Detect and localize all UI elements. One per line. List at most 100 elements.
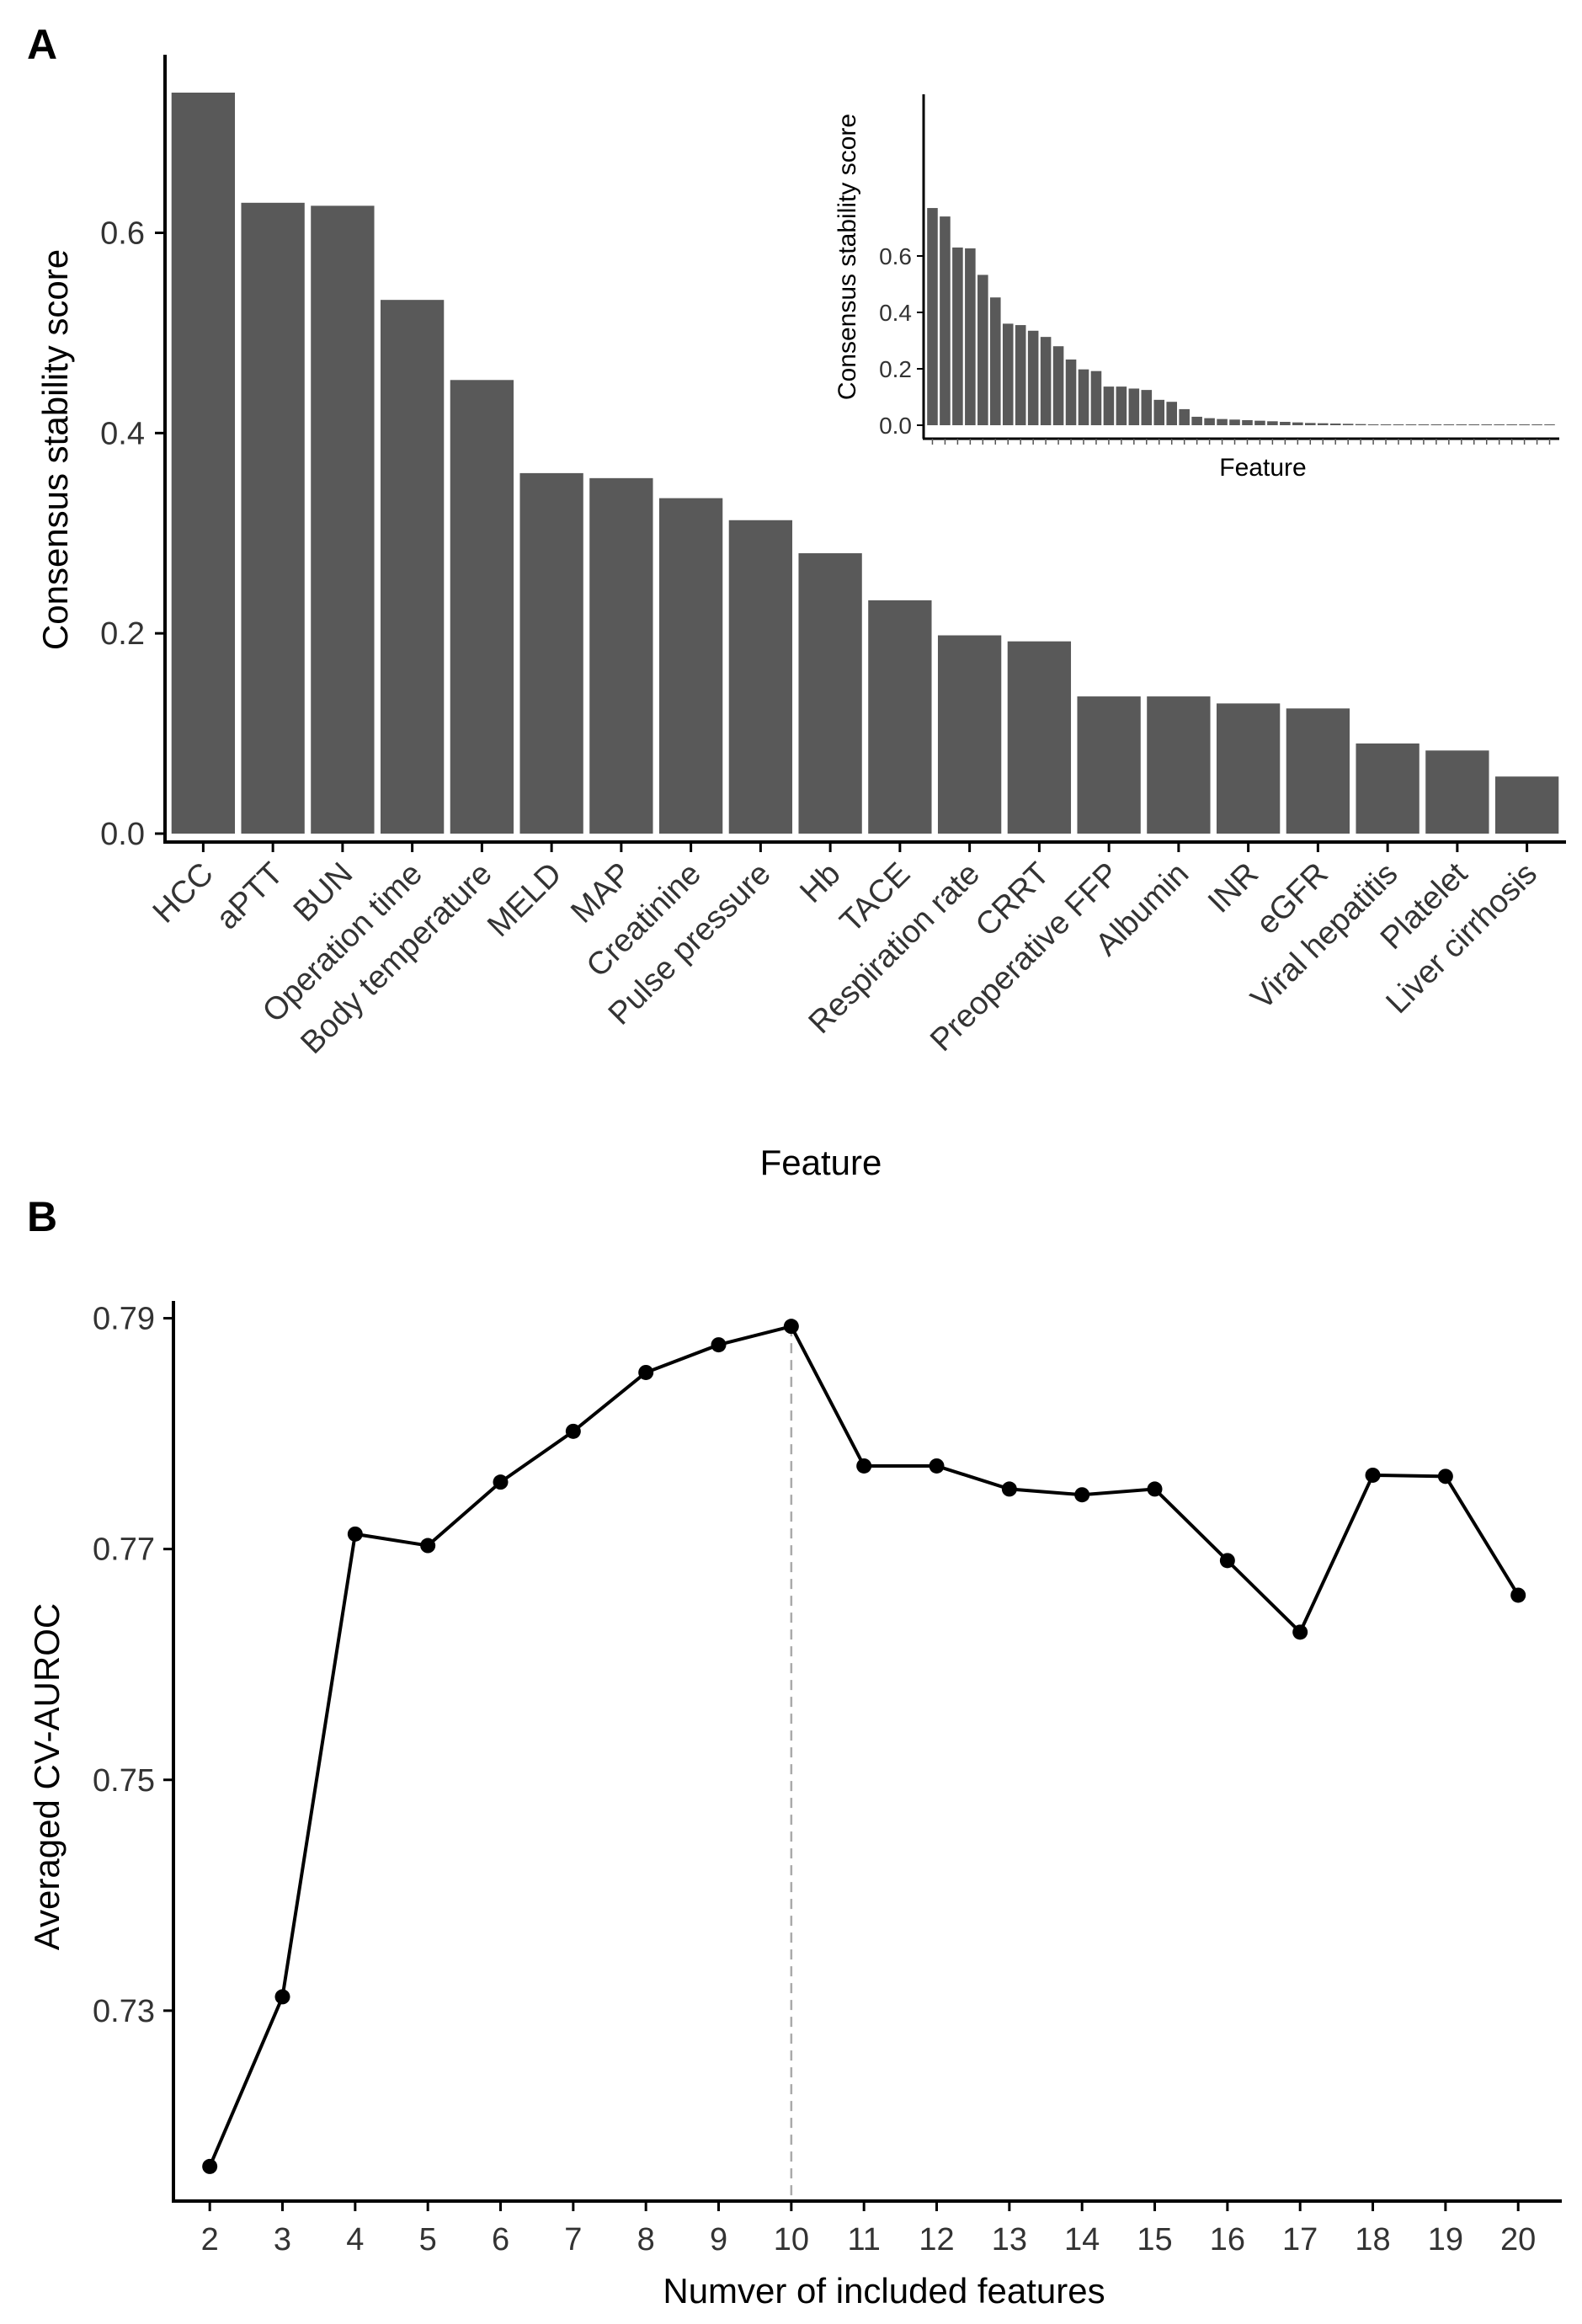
inset-bar	[1304, 423, 1316, 425]
inset-bar	[1494, 424, 1505, 425]
inset-bar	[1153, 399, 1165, 425]
a-y-tick-label: 0.2	[100, 616, 145, 652]
inset-bar	[1179, 408, 1190, 425]
inset-bar	[927, 208, 938, 426]
b-point	[420, 1538, 436, 1554]
b-point	[347, 1526, 363, 1542]
b-point	[1219, 1553, 1235, 1569]
a-bar	[1007, 641, 1072, 834]
b-x-tick-label: 7	[564, 2222, 582, 2257]
a-bar	[868, 600, 932, 834]
panel-a-label: A	[27, 21, 57, 68]
inset-bar	[1317, 423, 1329, 425]
b-x-axis-title: Numver of included features	[663, 2271, 1105, 2311]
b-x-tick-label: 20	[1500, 2222, 1536, 2257]
b-x-tick-label: 2	[201, 2222, 219, 2257]
inset-bar	[1002, 323, 1014, 425]
a-bar	[1425, 750, 1489, 834]
b-x-ticks: 2 3 4 5 6 7 8 9 10 11 12 13 14 15 16 17 18 19 20	[201, 2201, 1536, 2257]
b-x-tick-label: 14	[1064, 2222, 1100, 2257]
inset-bar	[1191, 416, 1202, 425]
b-x-tick-label: 19	[1428, 2222, 1463, 2257]
inset-bar	[940, 216, 951, 425]
inset-bar	[1027, 330, 1039, 425]
b-point	[1510, 1587, 1526, 1603]
inset-bar	[1204, 418, 1215, 425]
b-x-tick-label: 13	[992, 2222, 1027, 2257]
a-y-tick-label: 0.6	[100, 216, 145, 251]
inset-bar	[1393, 424, 1404, 425]
b-y-tick-label: 0.79	[93, 1302, 155, 1337]
b-y-ticks: 0.73 0.75 0.77 0.79	[93, 1302, 173, 2029]
b-x-tick-label: 9	[710, 2222, 727, 2257]
a-bar	[171, 93, 236, 834]
b-point	[929, 1458, 945, 1474]
b-x-tick-label: 8	[637, 2222, 655, 2257]
inset-bar	[1254, 420, 1265, 425]
b-point	[1147, 1481, 1163, 1497]
inset-bar	[1544, 424, 1555, 425]
b-point	[565, 1423, 581, 1439]
inset-bar	[1078, 369, 1089, 425]
a-y-tick-label: 0.4	[100, 416, 145, 451]
inset-bar	[1468, 424, 1480, 425]
b-x-tick-label: 18	[1355, 2222, 1390, 2257]
a-inset-chart: 0.0 0.2 0.4 0.6 Consensus stability score F…	[834, 94, 1559, 482]
a-bar	[450, 380, 514, 834]
b-point	[1365, 1467, 1381, 1483]
a-bar	[728, 520, 793, 834]
b-series-line	[208, 1324, 1520, 2167]
b-point	[493, 1474, 509, 1490]
a-bar	[1216, 703, 1281, 834]
inset-bar	[1418, 424, 1430, 425]
a-x-tick-label: MELD	[481, 856, 568, 944]
inset-bar	[1065, 359, 1077, 425]
panel-b-label: B	[27, 1193, 57, 1240]
b-x-tick-label: 10	[774, 2222, 809, 2257]
a-x-tick-label: aPTT	[210, 856, 290, 936]
panel-b-line-chart: 0.73 0.75 0.77 0.79 2 3 4 5 6 7 8 9 10 11 12 13 14 15 16 1…	[27, 1301, 1562, 2311]
a-bar	[589, 477, 653, 834]
b-y-tick-label: 0.75	[93, 1763, 155, 1799]
inset-bar	[1103, 386, 1115, 425]
inset-bar	[1481, 424, 1493, 425]
inset-bar	[1405, 424, 1417, 425]
inset-y-axis-title: Consensus stability score	[834, 114, 861, 400]
inset-y-tick-label: 0.0	[879, 413, 912, 439]
inset-bar	[1292, 422, 1303, 425]
inset-bar	[1166, 402, 1178, 425]
a-bar	[380, 300, 445, 834]
a-bar	[1147, 696, 1211, 834]
inset-y-tick-label: 0.2	[879, 356, 912, 382]
inset-bar	[1342, 424, 1354, 425]
b-x-tick-label: 17	[1282, 2222, 1318, 2257]
inset-bar	[1015, 325, 1026, 425]
a-x-tick-label: Hb	[793, 856, 847, 910]
inset-bar	[1367, 424, 1379, 425]
b-point	[274, 1989, 290, 2005]
b-point	[202, 2158, 218, 2174]
inset-bar	[1329, 423, 1341, 425]
inset-bar	[1052, 346, 1064, 425]
a-bar	[1356, 743, 1420, 834]
a-bars	[171, 93, 1559, 834]
b-y-tick-label: 0.73	[93, 1994, 155, 2029]
inset-bar	[1116, 386, 1127, 425]
inset-x-ticks	[931, 439, 1551, 445]
a-y-axis-title: Consensus stability score	[35, 249, 75, 650]
inset-bar	[1380, 424, 1392, 425]
inset-bar	[1456, 424, 1467, 425]
inset-bar	[1267, 421, 1278, 425]
inset-bar	[1531, 424, 1542, 425]
b-x-tick-label: 5	[419, 2222, 437, 2257]
inset-bar	[1128, 388, 1140, 425]
inset-x-axis-title: Feature	[1219, 454, 1306, 482]
inset-bar	[1519, 424, 1530, 425]
b-point	[1001, 1481, 1017, 1497]
inset-y-ticks: 0.0 0.2 0.4 0.6	[879, 243, 924, 439]
a-bar	[1077, 696, 1141, 834]
